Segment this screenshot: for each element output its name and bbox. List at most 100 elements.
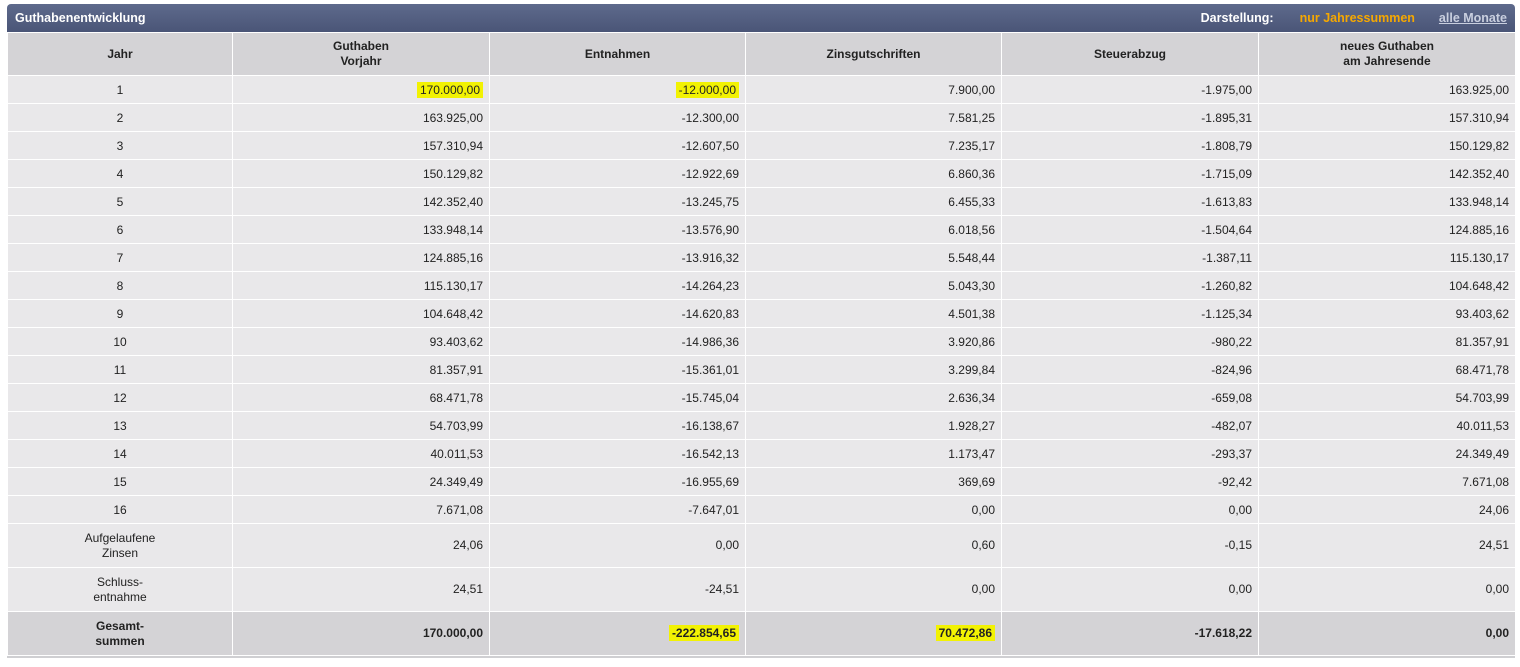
cell-value: 115.130,17: [1449, 250, 1509, 265]
row-label: 6: [116, 222, 124, 237]
col-neues-guthaben-cell: 54.703,99: [1258, 383, 1516, 412]
row-label: 10: [113, 334, 127, 349]
col-guthaben-vorjahr-cell: 24.349,49: [232, 467, 490, 496]
col-zinsgutschriften-cell: 6.455,33: [745, 187, 1002, 216]
col-zinsgutschriften-cell: 6.860,36: [745, 159, 1002, 188]
row-label-cell: 2: [7, 103, 233, 132]
cell-value: -0,15: [1224, 538, 1252, 552]
cell-value: -1.504,64: [1201, 222, 1252, 237]
row-label-cell: Aufgelaufene Zinsen: [7, 523, 233, 568]
col-neues-guthaben-cell: 142.352,40: [1258, 159, 1516, 188]
cell-value: -14.986,36: [681, 334, 739, 349]
cell-value: 150.129,82: [422, 166, 483, 181]
col-steuerabzug-cell: -293,37: [1001, 439, 1259, 468]
col-entnahmen-cell: -15.361,01: [489, 355, 746, 384]
cell-value: 81.357,91: [429, 362, 483, 377]
cell-value: 7.671,08: [436, 502, 483, 517]
col-zinsgutschriften-cell: 70.472,86: [745, 611, 1002, 656]
view-option-months-link[interactable]: alle Monate: [1438, 11, 1507, 25]
cell-value: 81.357,91: [1455, 334, 1509, 349]
col-neues-guthaben-cell: 68.471,78: [1258, 355, 1516, 384]
col-neues-guthaben-cell: 163.925,00: [1258, 75, 1516, 104]
col-entnahmen-cell: -12.300,00: [489, 103, 746, 132]
col-guthaben-vorjahr-cell: 7.671,08: [232, 495, 490, 524]
col-guthaben-vorjahr-cell: 68.471,78: [232, 383, 490, 412]
cell-value: 150.129,82: [1448, 138, 1509, 153]
cell-value: 24.349,49: [429, 474, 483, 489]
cell-value: -14.264,23: [681, 278, 739, 293]
col-entnahmen-header: Entnahmen: [489, 32, 746, 76]
cell-value: 0,00: [715, 538, 739, 552]
row-label-cell: Schluss-entnahme: [7, 567, 233, 612]
table-header-row: Jahr Guthaben Vorjahr Entnahmen Zinsgutschri…: [7, 32, 1516, 76]
panel-header: Guthabenentwicklung Darstellung: nur Jah…: [7, 4, 1515, 32]
cell-value: 68.471,78: [429, 390, 483, 405]
view-option-years[interactable]: nur Jahressummen: [1299, 11, 1415, 25]
col-entnahmen-cell: -16.542,13: [489, 439, 746, 468]
col-zinsgutschriften-header: Zinsgutschriften: [745, 32, 1002, 76]
col-guthaben-vorjahr-header: Guthaben Vorjahr: [232, 32, 490, 76]
row-label-cell: 15: [7, 467, 233, 496]
cell-value: -659,08: [1211, 390, 1252, 405]
cell-value: -16.138,67: [681, 418, 739, 433]
cell-value: 4.501,38: [948, 306, 995, 321]
row-label: 15: [113, 474, 127, 489]
col-entnahmen-cell: 0,00: [489, 523, 746, 568]
cell-value: -1.387,11: [1202, 250, 1252, 265]
row-label-line2: entnahme: [93, 589, 147, 604]
row-label-cell: 12: [7, 383, 233, 412]
row-label: 3: [116, 138, 124, 153]
col-guthaben-vorjahr-cell: 124.885,16: [232, 243, 490, 272]
header-line1: neues Guthaben: [1339, 39, 1434, 53]
col-steuerabzug-cell: -980,22: [1001, 327, 1259, 356]
cell-value: 1.928,27: [948, 418, 995, 433]
row-label-cell: 13: [7, 411, 233, 440]
balance-table: Jahr Guthaben Vorjahr Entnahmen Zinsgutschri…: [7, 32, 1516, 656]
view-mode-label: Darstellung:: [1200, 11, 1274, 25]
row-label-cell: 5: [7, 187, 233, 216]
col-steuerabzug-cell: -1.504,64: [1001, 215, 1259, 244]
col-entnahmen-cell: -13.245,75: [489, 187, 746, 216]
col-guthaben-vorjahr-cell: 54.703,99: [232, 411, 490, 440]
cell-value: 40.011,53: [1456, 418, 1510, 433]
row-label-cell: 14: [7, 439, 233, 468]
row-label: 2: [116, 110, 124, 125]
col-zinsgutschriften-cell: 6.018,56: [745, 215, 1002, 244]
cell-value: 0,00: [971, 502, 995, 517]
col-guthaben-vorjahr-cell: 115.130,17: [232, 271, 490, 300]
col-zinsgutschriften-cell: 5.043,30: [745, 271, 1002, 300]
header-line1: Steuerabzug: [1093, 46, 1166, 61]
col-steuerabzug-cell: -1.715,09: [1001, 159, 1259, 188]
cell-value: 0,60: [971, 538, 995, 552]
cell-value: 5.548,44: [948, 250, 995, 265]
cell-value: 7.900,00: [948, 82, 995, 97]
table-bottom-border: [7, 656, 1515, 658]
cell-value: 115.130,17: [423, 278, 483, 293]
row-label: 14: [113, 446, 127, 461]
col-steuerabzug-cell: -1.975,00: [1001, 75, 1259, 104]
table-row: 9 104.648,42 -14.620,83 4.501,38 -1.125,34 93…: [7, 299, 1516, 328]
cell-value: 170.000,00: [416, 81, 483, 98]
row-label: 13: [113, 418, 127, 433]
cell-value: 6.455,33: [948, 194, 995, 209]
row-label-cell: 6: [7, 215, 233, 244]
guthaben-panel: Guthabenentwicklung Darstellung: nur Jah…: [7, 4, 1516, 658]
col-steuerabzug-cell: 0,00: [1001, 495, 1259, 524]
col-steuerabzug-cell: -1.895,31: [1001, 103, 1259, 132]
col-zinsgutschriften-cell: 0,00: [745, 495, 1002, 524]
col-neues-guthaben-cell: 24.349,49: [1258, 439, 1516, 468]
col-guthaben-vorjahr-cell: 170.000,00: [232, 611, 490, 656]
col-entnahmen-cell: -14.620,83: [489, 299, 746, 328]
col-jahr-header: Jahr: [7, 32, 233, 76]
col-entnahmen-cell: -13.916,32: [489, 243, 746, 272]
cell-value: 24.349,49: [1455, 446, 1509, 461]
cell-value: 157.310,94: [1448, 110, 1509, 125]
cell-value: -293,37: [1211, 446, 1252, 461]
col-steuerabzug-cell: -0,15: [1001, 523, 1259, 568]
col-neues-guthaben-cell: 133.948,14: [1258, 187, 1516, 216]
cell-value: 142.352,40: [422, 194, 483, 209]
cell-value: -980,22: [1211, 334, 1252, 349]
col-neues-guthaben-cell: 150.129,82: [1258, 131, 1516, 160]
cell-value: 0,00: [1228, 582, 1252, 596]
cell-value: -13.245,75: [681, 194, 739, 209]
